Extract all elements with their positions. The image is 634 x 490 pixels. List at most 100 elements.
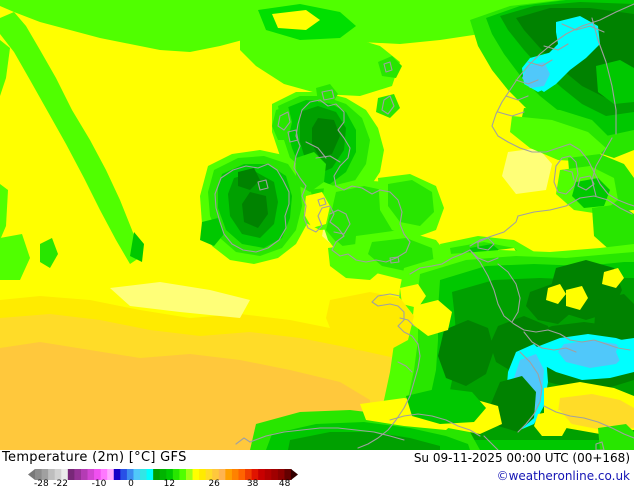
colorbar-segment [238, 469, 246, 480]
coastline-norway-fjord4 [527, 59, 553, 67]
coastline-faroes [383, 61, 393, 73]
temp-band-iberia-deep [288, 432, 440, 450]
colorbar-tick-0: -28 [34, 479, 49, 489]
temp-band-ne-green-block [592, 204, 634, 252]
colorbar-segment [218, 469, 226, 480]
temp-band-nw-green-tip [130, 232, 144, 262]
coastline-isle-of-wight [389, 256, 400, 264]
colorbar-segment [277, 469, 286, 480]
temp-band-scandi-blue-core [522, 62, 550, 88]
coastline-france-channel [409, 263, 443, 275]
temp-band-pale-yellow-nw [110, 282, 250, 318]
colorbar-tick-6: 38 [246, 479, 259, 489]
temp-band-pale-yellow-baltic [502, 148, 552, 194]
colorbar-segment [113, 469, 121, 480]
colorbar-segment [74, 469, 82, 480]
temp-band-ireland-core2 [238, 168, 260, 190]
colorbar-segment [179, 469, 187, 480]
colorbar-segment [166, 469, 174, 480]
colorbar-segment [271, 469, 279, 480]
coastline-norway-inner [561, 23, 605, 33]
temp-band-ireland-core [242, 192, 268, 228]
colorbar-segment [54, 469, 62, 480]
colorbar-segment [185, 469, 194, 480]
colorbar-segment [133, 469, 141, 480]
coastline-iberia-north [249, 427, 405, 443]
colorbar-right-arrow [291, 469, 298, 480]
coastline-ireland-lough [257, 179, 269, 191]
temp-band-alps-blue-east [558, 340, 626, 368]
temp-band-faroe [378, 56, 402, 78]
colorbar-segment [159, 469, 167, 480]
coastline-iberia-nw [235, 437, 251, 445]
temp-band-biscay-yellow [326, 292, 414, 352]
coastline-italy-north [543, 405, 634, 439]
colorbar-segment [140, 469, 148, 480]
temp-band-sw-green-blob2 [0, 234, 30, 280]
colorbar-segment [80, 469, 89, 480]
coastline-germany-france-border [497, 263, 521, 323]
colorbar-left-arrow [28, 469, 35, 480]
temp-band-alps-deep-south [490, 376, 536, 432]
colorbar-segment [41, 469, 49, 480]
coastline-north-germany [517, 195, 633, 217]
colorbar-tick-labels: -28 -22 -10 0 12 26 38 48 [0, 479, 310, 490]
colorbar-segment [251, 469, 259, 480]
coastline-denmark-isles [577, 175, 595, 191]
temp-band-scandi-right-green [596, 60, 634, 104]
coastlines-layer [214, 3, 634, 450]
coastline-norway-fjord5 [543, 43, 569, 51]
temp-band-hebrides [272, 106, 292, 140]
temp-band-england-ne-mid [388, 180, 434, 226]
coastline-norway-fjord3 [515, 79, 539, 85]
colorbar-tick-5: 26 [208, 479, 220, 489]
coastline-alps-ridge [517, 351, 543, 433]
coastline-france-north [441, 249, 471, 265]
colorbar-segment [225, 469, 233, 480]
colorbar-segment [284, 469, 292, 480]
coastline-france-east-border [469, 249, 631, 351]
coastline-pyrenees [389, 413, 481, 437]
colorbar-segment [120, 469, 128, 480]
colorbar-segment [212, 469, 220, 480]
coastline-sweden-border [591, 17, 617, 135]
colorbar-segment [61, 469, 69, 480]
temp-band-irish-sea-yellow [304, 192, 330, 228]
temp-band-france-core1 [438, 320, 494, 386]
coastline-swiss-border [523, 331, 577, 353]
coastline-denmark [553, 155, 579, 195]
coastline-norway [491, 3, 634, 207]
colorbar-segment [100, 469, 108, 480]
coastline-loire-estuary [399, 317, 415, 327]
temp-band-alps-tail [616, 338, 634, 368]
coastline-corsica [595, 441, 605, 450]
coastline-netherlands [469, 215, 519, 247]
coastline-wales [329, 209, 351, 235]
temp-band-riviera-yellow [534, 410, 570, 436]
colorbar-segment [67, 469, 75, 480]
temp-band-italy-green [598, 424, 634, 450]
temp-band-north-yellow-hole [272, 10, 320, 30]
coastline-gironde [397, 361, 413, 373]
colorbar-tick-1: -22 [53, 479, 68, 489]
temp-band-scotland-core [312, 118, 340, 158]
map-canvas[interactable] [0, 0, 634, 450]
coastline-loch [305, 141, 327, 159]
temp-band-yellow-hole-alsace [546, 284, 566, 304]
temperature-map[interactable] [0, 0, 634, 450]
coastline-orkney [321, 89, 335, 101]
coastline-baltic [591, 137, 613, 197]
coastline-norway-fjord1 [505, 95, 529, 101]
colorbar-segment [35, 469, 43, 480]
temp-band-nw-green-left2 [0, 184, 8, 240]
temp-band-wales [326, 210, 358, 242]
temp-band-ireland-sw-tip [200, 218, 224, 246]
colorbar-segment [87, 469, 95, 480]
colorbar-segment [231, 469, 240, 480]
colorbar-gradient[interactable] [28, 469, 298, 480]
footer-bar: Temperature (2m) [°C] GFS Su 09-11-2025 … [0, 450, 634, 490]
colorbar-segment [264, 469, 272, 480]
colorbar-tick-7: 48 [278, 479, 291, 489]
temperature-colorbar[interactable]: -28 -22 -10 0 12 26 38 48 [28, 469, 298, 490]
colorbar-tick-3: 0 [128, 479, 134, 489]
